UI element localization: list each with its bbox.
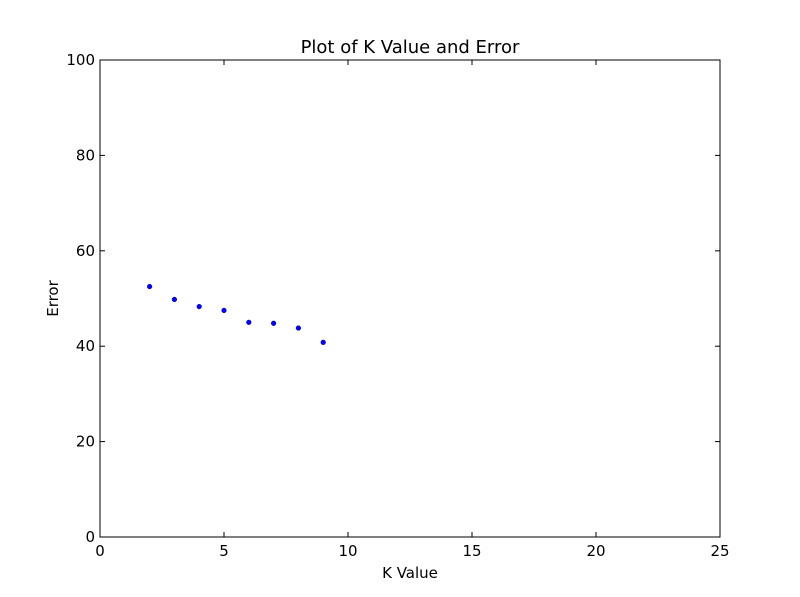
chart-title: Plot of K Value and Error bbox=[301, 37, 520, 58]
data-point bbox=[221, 307, 227, 314]
data-point bbox=[246, 319, 252, 325]
y-tick-label: 20 bbox=[76, 433, 95, 451]
data-point bbox=[295, 325, 302, 331]
x-tick-label: 25 bbox=[710, 542, 729, 560]
y-tick-label: 100 bbox=[66, 51, 95, 69]
y-tick-label: 40 bbox=[76, 337, 95, 355]
x-tick-label: 20 bbox=[586, 542, 605, 560]
data-point bbox=[271, 320, 277, 326]
x-tick-label: 0 bbox=[95, 542, 105, 560]
data-point bbox=[147, 283, 153, 290]
axes-frame bbox=[99, 59, 721, 538]
plot-area: 0 5 10 15 20 25 0 20 40 60 80 100 bbox=[66, 51, 729, 560]
data-point bbox=[171, 296, 178, 303]
y-axis-label: Error bbox=[44, 279, 62, 316]
y-tick-label: 80 bbox=[76, 146, 95, 164]
x-tick-label: 10 bbox=[338, 542, 357, 560]
x-axis-label: K Value bbox=[382, 564, 438, 582]
y-tick-label: 60 bbox=[76, 242, 95, 260]
data-point bbox=[320, 339, 326, 345]
data-point bbox=[196, 304, 202, 310]
x-tick-label: 5 bbox=[219, 542, 229, 560]
x-tick-label: 15 bbox=[462, 542, 481, 560]
y-tick-label: 0 bbox=[85, 528, 95, 546]
